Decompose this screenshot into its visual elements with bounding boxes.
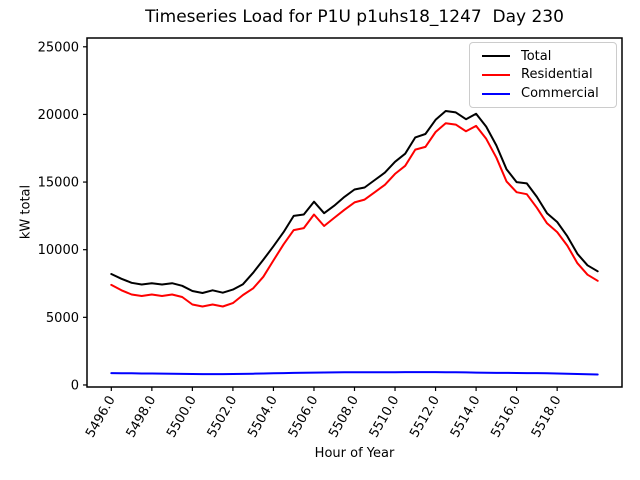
legend-line-commercial-icon xyxy=(482,92,510,95)
legend-item-commercial: Commercial xyxy=(482,86,610,101)
x-tick-label: 5498.0 xyxy=(124,394,160,441)
legend-label-residential: Residential xyxy=(521,67,593,83)
residential-line xyxy=(110,122,599,308)
legend-line-total-icon xyxy=(482,55,510,58)
y-tick-label: 15000 xyxy=(38,176,79,191)
y-axis-label: kW total xyxy=(18,184,34,240)
legend-label-total: Total xyxy=(521,48,552,64)
y-tick-label: 10000 xyxy=(38,243,79,258)
x-tick-label: 5504.0 xyxy=(245,394,281,441)
legend-line-residential-icon xyxy=(482,73,510,76)
y-tick-label: 5000 xyxy=(46,311,79,326)
legend-item-residential: Residential xyxy=(482,67,610,82)
total-line xyxy=(110,110,599,294)
x-tick-label: 5506.0 xyxy=(286,394,322,441)
chart-title: Timeseries Load for P1U p1uhs18_1247 Day… xyxy=(145,7,564,27)
x-tick-label: 5516.0 xyxy=(488,394,524,441)
legend: Total Residential Commercial xyxy=(469,42,617,108)
x-axis-label: Hour of Year xyxy=(314,446,395,461)
x-tick-label: 5510.0 xyxy=(367,394,403,441)
legend-label-commercial: Commercial xyxy=(521,86,599,102)
y-tick-label: 0 xyxy=(71,378,79,393)
x-tick-label: 5502.0 xyxy=(205,394,241,441)
legend-item-total: Total xyxy=(482,49,610,64)
x-tick-label: 5512.0 xyxy=(407,394,443,441)
x-tick-label: 5500.0 xyxy=(164,394,200,441)
plot-border xyxy=(86,37,623,388)
y-tick-label: 25000 xyxy=(38,40,79,55)
x-tick-label: 5518.0 xyxy=(529,394,565,441)
x-tick-label: 5508.0 xyxy=(326,394,362,441)
y-tick-label: 20000 xyxy=(38,108,79,123)
x-tick-label: 5514.0 xyxy=(448,394,484,441)
commercial-line xyxy=(110,371,599,376)
x-tick-label: 5496.0 xyxy=(83,394,119,441)
